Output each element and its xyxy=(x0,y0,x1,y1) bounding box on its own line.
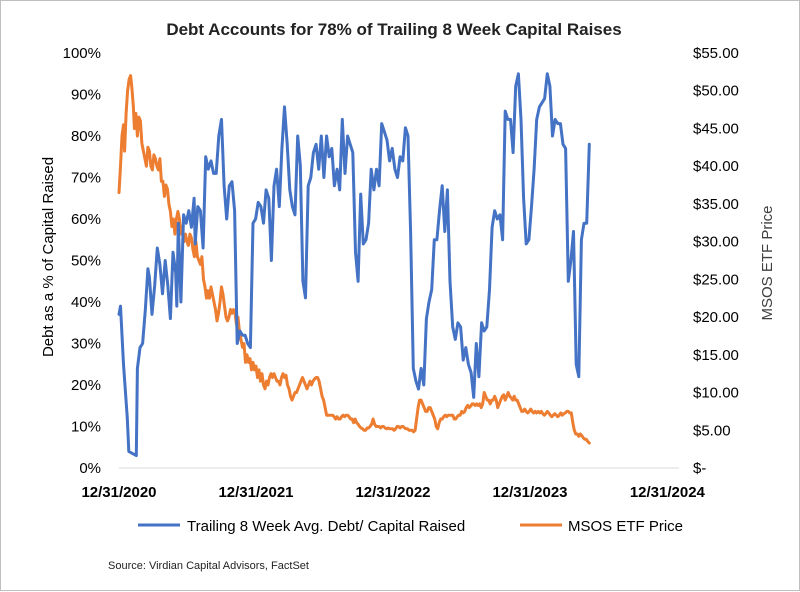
right-axis-tick-labels: $- $5.00 $10.00 $15.00 $20.00 $25.00 $30.00 $35… xyxy=(693,45,739,477)
left-tick-label: 70% xyxy=(71,170,101,187)
right-tick-label: $15.00 xyxy=(693,347,739,364)
left-tick-label: 40% xyxy=(71,294,101,311)
right-tick-label: $5.00 xyxy=(693,422,731,439)
left-tick-label: 50% xyxy=(71,253,101,270)
x-axis-tick-labels: 12/31/2020 12/31/2021 12/31/2022 12/31/2023… xyxy=(81,484,705,501)
left-tick-label: 30% xyxy=(71,336,101,353)
legend-label-debt: Trailing 8 Week Avg. Debt/ Capital Raise… xyxy=(187,518,465,535)
series-line-debt-ratio xyxy=(117,72,591,458)
legend-label-msos: MSOS ETF Price xyxy=(568,518,683,535)
left-axis-label: Debt as a % of Capital Raised xyxy=(40,157,57,357)
right-tick-label: $10.00 xyxy=(693,385,739,402)
left-tick-label: 90% xyxy=(71,87,101,104)
left-tick-label: 10% xyxy=(71,419,101,436)
x-tick-label: 12/31/2023 xyxy=(492,484,567,501)
source-note: Source: Virdian Capital Advisors, FactSe… xyxy=(108,560,309,572)
plot-area xyxy=(117,72,591,458)
x-tick-label: 12/31/2022 xyxy=(355,484,430,501)
x-tick-label: 12/31/2024 xyxy=(630,484,706,501)
right-tick-label: $50.00 xyxy=(693,83,739,100)
left-tick-label: 20% xyxy=(71,377,101,394)
right-tick-label: $20.00 xyxy=(693,309,739,326)
right-axis-label: MSOS ETF Price xyxy=(759,205,776,320)
right-tick-label: $25.00 xyxy=(693,271,739,288)
left-tick-label: 0% xyxy=(79,460,101,477)
right-tick-label: $55.00 xyxy=(693,45,739,62)
right-tick-label: $- xyxy=(693,460,706,477)
right-tick-label: $35.00 xyxy=(693,196,739,213)
series-line-msos-price xyxy=(117,74,591,445)
left-axis-tick-labels: 0% 10% 20% 30% 40% 50% 60% 70% 80% 90% 100% xyxy=(63,45,101,477)
x-tick-label: 12/31/2020 xyxy=(81,484,156,501)
right-tick-label: $40.00 xyxy=(693,158,739,175)
left-tick-label: 100% xyxy=(63,45,101,62)
chart-title: Debt Accounts for 78% of Trailing 8 Week… xyxy=(166,20,621,39)
legend: Trailing 8 Week Avg. Debt/ Capital Raise… xyxy=(138,518,683,535)
right-tick-label: $30.00 xyxy=(693,234,739,251)
left-tick-label: 80% xyxy=(71,128,101,145)
x-tick-label: 12/31/2021 xyxy=(218,484,293,501)
left-tick-label: 60% xyxy=(71,211,101,228)
right-tick-label: $45.00 xyxy=(693,120,739,137)
